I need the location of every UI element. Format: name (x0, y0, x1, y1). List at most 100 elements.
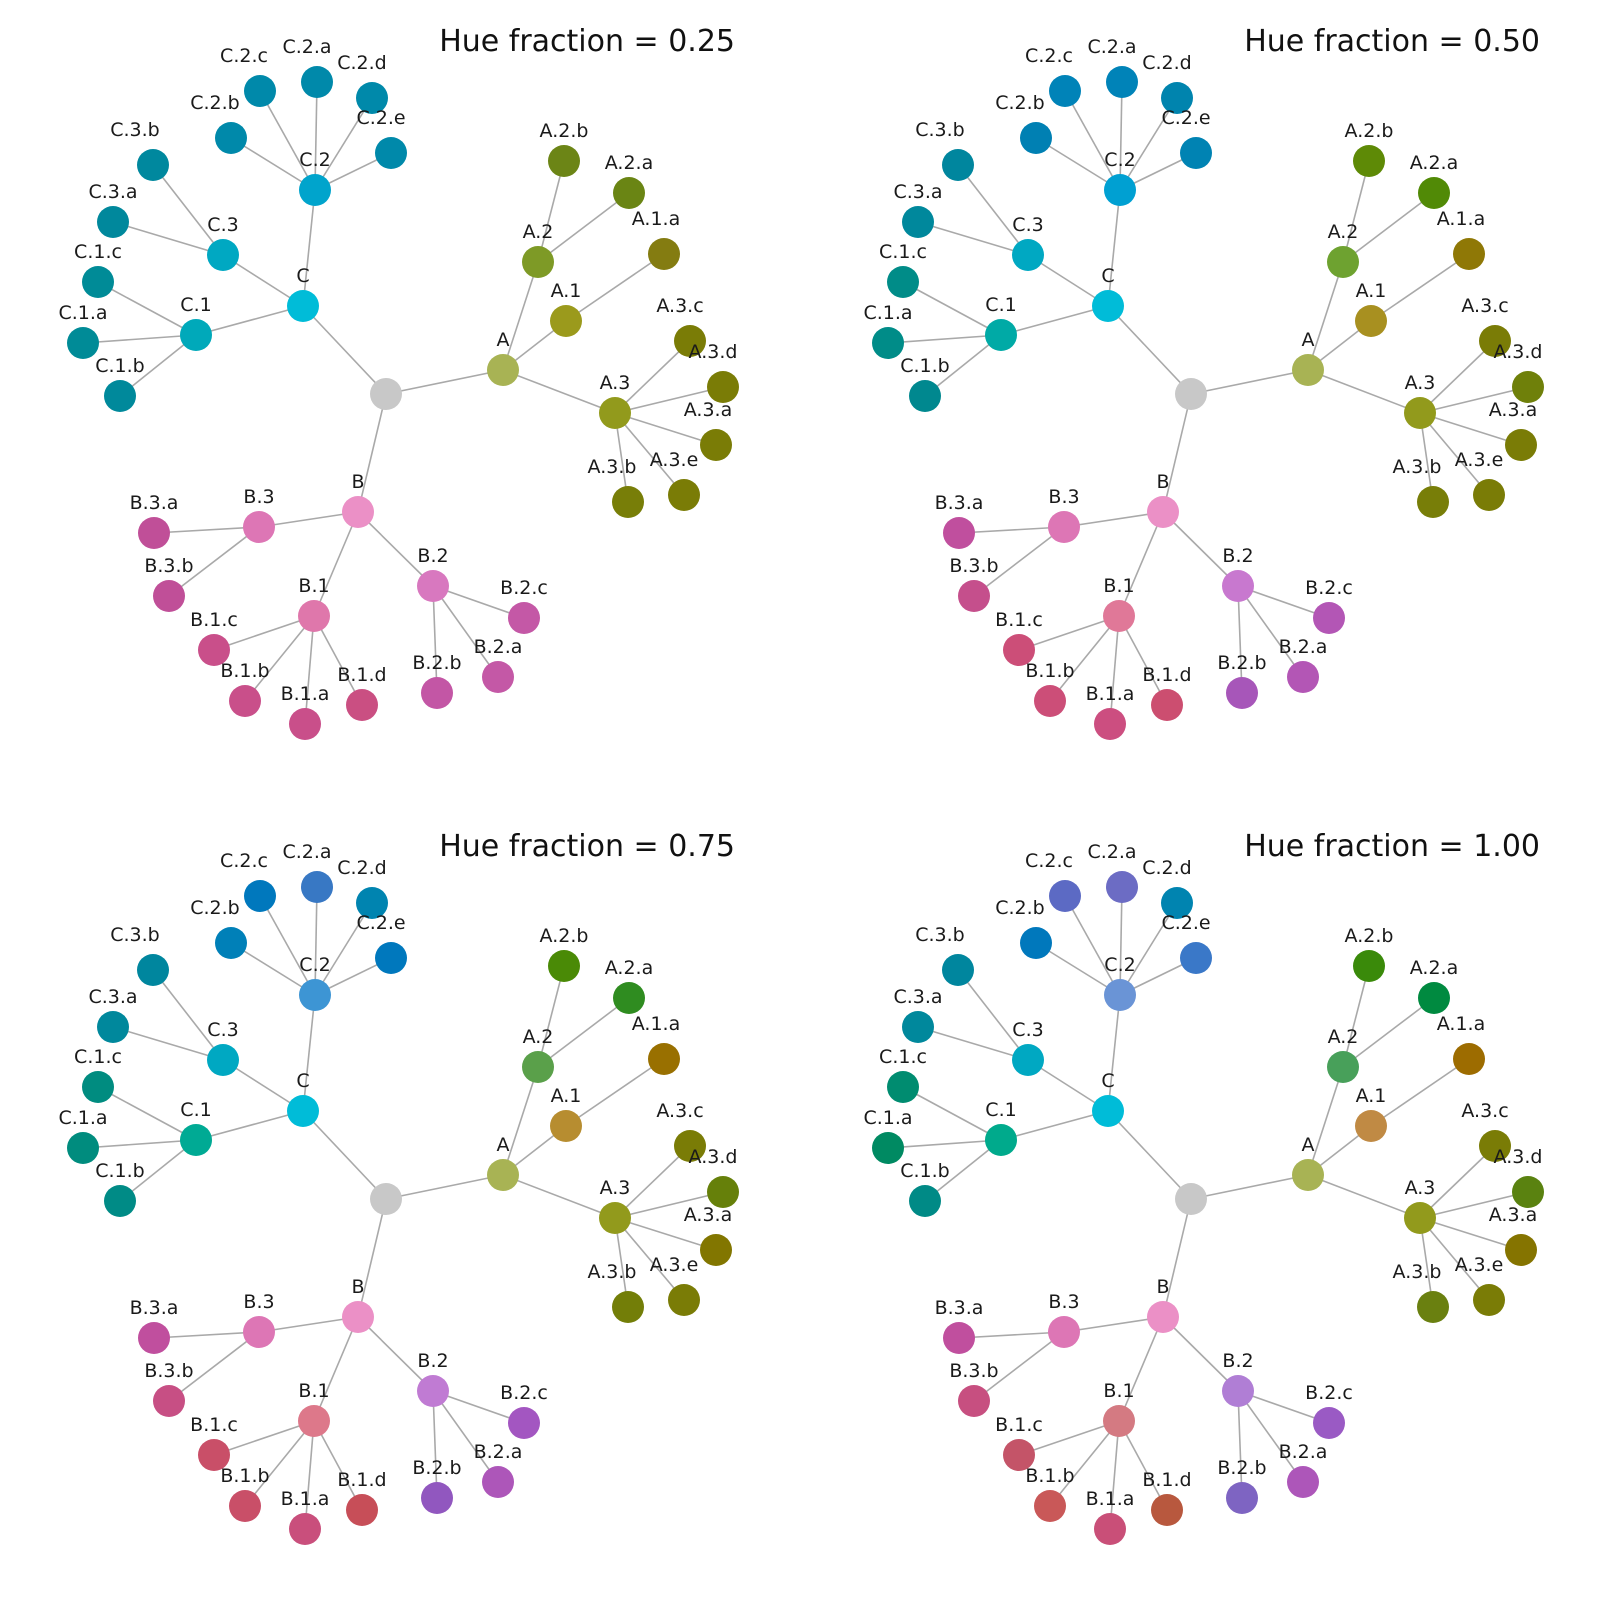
node-c-2-c (1049, 880, 1081, 912)
node-label-b-2: B.2 (1222, 1350, 1253, 1372)
node-label-a: A (1302, 329, 1315, 351)
node-label-a-3-c: A.3.c (1461, 1100, 1508, 1122)
node-label-b-1-a: B.1.a (281, 1488, 330, 1510)
node-a-3-a (700, 429, 732, 461)
edge-c-2-to-c-2-d (1119, 902, 1178, 996)
edge-b-1-to-b-1-d (1118, 1420, 1168, 1511)
node-b-1-c (1003, 1439, 1035, 1471)
node-a-3-d (1512, 1176, 1544, 1208)
node-c-1-b (104, 1185, 136, 1217)
edge-b-3-to-b-3-b (168, 526, 260, 597)
node-a-3-a (1505, 1234, 1537, 1266)
node-c-3 (1012, 239, 1044, 271)
node-c-2 (299, 979, 331, 1011)
edge-b-1-to-b-1-d (313, 1420, 363, 1511)
edge-b-1-to-b-1-b (1049, 1420, 1120, 1507)
node-label-c: C (296, 265, 309, 287)
node-b-3-a (943, 1322, 975, 1354)
edge-c-1-to-c-1-a (82, 1139, 197, 1149)
node-b-1-d (346, 1494, 378, 1526)
node-label-b-1-c: B.1.c (995, 609, 1043, 631)
panel-title: Hue fraction = 0.25 (439, 24, 735, 59)
edge-b-2-to-b-2-b (1237, 585, 1243, 694)
node-label-c-2-e: C.2.e (1161, 107, 1210, 129)
tree-edges (887, 81, 1529, 725)
panel-title: Hue fraction = 0.75 (439, 829, 735, 864)
node-label-c-3: C.3 (1012, 1019, 1043, 1041)
edge-b-to-b-2 (357, 511, 434, 587)
edge-b-1-to-b-1-a (304, 615, 315, 725)
node-label-c-2-b: C.2.b (190, 92, 240, 114)
edge-b-2-to-b-2-a (432, 585, 499, 678)
edge-a-to-a-3 (1307, 1174, 1421, 1219)
node-label-a-2-a: A.2.a (605, 152, 653, 174)
node-label-c-1: C.1 (180, 294, 211, 316)
node-a (487, 354, 519, 386)
node-label-b-2: B.2 (417, 1350, 448, 1372)
tree-labels: A A.1 A.1.a A.2 A.2.a A.2.b A.3 A.3.a A.3.b A.3.c… (863, 36, 1542, 705)
node-b-1-b (1034, 685, 1066, 717)
edge-c-1-to-c-1-b (119, 334, 197, 397)
node-b-1 (298, 600, 330, 632)
node-label-a-3-d: A.3.d (689, 1146, 738, 1168)
node-label-c-2-e: C.2.e (356, 912, 405, 934)
node-label-a-2-a: A.2.a (1410, 152, 1458, 174)
edge-a-1-to-a-1-a (565, 1058, 665, 1127)
node-label-b-3-b: B.3.b (949, 555, 998, 577)
edge-b-1-to-b-1-b (244, 615, 315, 702)
node-label-a-3: A.3 (600, 372, 631, 394)
node-label-c-1-c: C.1.c (879, 1046, 927, 1068)
node-label-a-3-e: A.3.e (1455, 449, 1504, 471)
tree-nodes (67, 66, 739, 740)
node-root (1175, 378, 1207, 410)
node-label-a-1: A.1 (551, 1085, 582, 1107)
node-label-b-1-a: B.1.a (1086, 1488, 1135, 1510)
node-label-a-1-a: A.1.a (1437, 1013, 1485, 1035)
edge-c-2-to-c-2-a (1119, 886, 1123, 996)
node-c (287, 290, 319, 322)
edge-a-3-to-a-3-c (1419, 340, 1496, 414)
node-b-1 (298, 1405, 330, 1437)
node-label-c-2: C.2 (299, 149, 330, 171)
edge-b-1-to-b-1-d (313, 615, 363, 706)
edge-c-1-to-c-1-a (82, 334, 197, 344)
node-label-c-2-c: C.2.c (1025, 850, 1073, 872)
node-label-c-3-a: C.3.a (893, 181, 942, 203)
node-label-c-2-a: C.2.a (1087, 36, 1136, 58)
node-label-b: B (1156, 471, 1169, 493)
node-label-c-2-d: C.2.d (1142, 52, 1192, 74)
node-c (287, 1095, 319, 1127)
node-a-1-a (1453, 238, 1485, 270)
edge-b-2-to-b-2-a (432, 1390, 499, 1483)
edge-c-2-to-c-2-a (1119, 81, 1123, 191)
node-c-3 (207, 1044, 239, 1076)
edge-a-3-to-a-3-d (614, 386, 724, 414)
edge-root-to-b (357, 393, 387, 513)
edge-c-to-c-2 (1107, 189, 1121, 307)
edge-b-3-to-b-3-b (973, 1331, 1065, 1402)
node-label-b-1-a: B.1.a (281, 683, 330, 705)
node-b-2-b (421, 1482, 453, 1514)
node-label-c-2-a: C.2.a (282, 841, 331, 863)
node-label-c-1-b: C.1.b (95, 355, 145, 377)
node-label-c-3-a: C.3.a (893, 986, 942, 1008)
edge-root-to-a (1190, 369, 1309, 395)
node-label-a-3-a: A.3.a (684, 1204, 732, 1226)
node-b-1-d (1151, 1494, 1183, 1526)
edge-root-to-c (302, 1110, 387, 1200)
node-label-b-2-b: B.2.b (412, 652, 461, 674)
node-label-c-2: C.2 (1104, 954, 1135, 976)
edge-a-3-to-a-3-a (1419, 412, 1522, 446)
node-a-3-b (1417, 486, 1449, 518)
node-label-c-3-b: C.3.b (915, 119, 965, 141)
node-label-a-3-a: A.3.a (684, 399, 732, 421)
node-a-3-a (700, 1234, 732, 1266)
node-label-b-3: B.3 (1048, 1291, 1079, 1313)
node-label-a-1-a: A.1.a (632, 208, 680, 230)
edge-a-3-to-a-3-c (1419, 1145, 1496, 1219)
node-b-2-a (482, 661, 514, 693)
node-label-b-3: B.3 (243, 486, 274, 508)
node-label-c: C (1101, 265, 1114, 287)
node-root (370, 1183, 402, 1215)
node-label-c-1-b: C.1.b (900, 355, 950, 377)
